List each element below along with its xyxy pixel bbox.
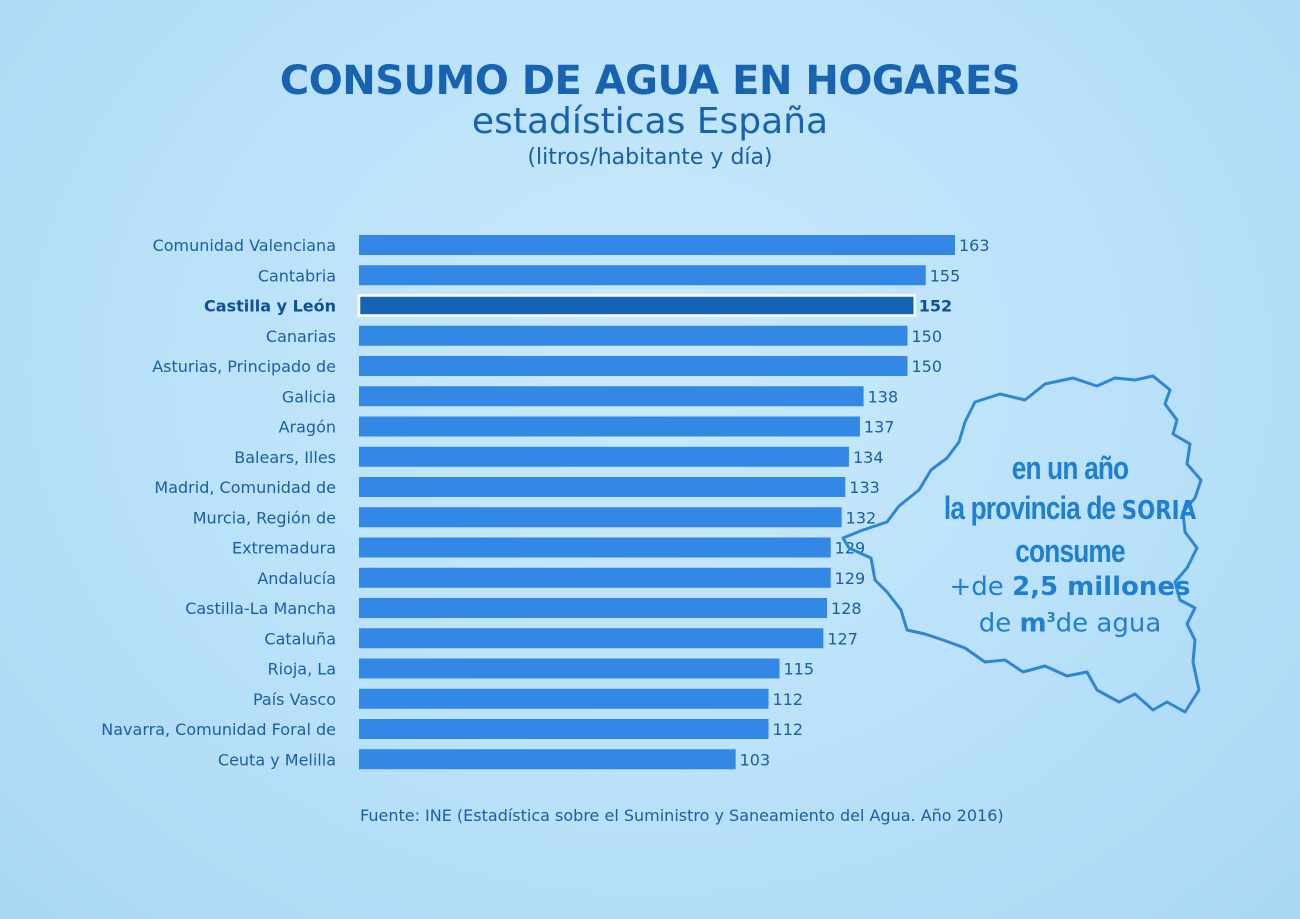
category-label-6: Aragón bbox=[279, 418, 336, 437]
value-label-6: 137 bbox=[864, 418, 895, 437]
category-label-2: Castilla y León bbox=[204, 297, 336, 316]
value-label-2: 152 bbox=[919, 297, 952, 316]
value-label-13: 127 bbox=[827, 629, 858, 648]
category-label-11: Andalucía bbox=[257, 569, 336, 588]
value-label-5: 138 bbox=[868, 387, 899, 406]
value-label-1: 155 bbox=[930, 266, 961, 285]
soria-callout: en un año la provincia de SORIA consume … bbox=[900, 448, 1240, 640]
bar-7 bbox=[359, 446, 849, 467]
bar-4 bbox=[359, 356, 908, 376]
callout-line-3: consume bbox=[1015, 533, 1125, 569]
bar-3 bbox=[359, 325, 908, 346]
callout-line-5: de m3de agua bbox=[978, 608, 1162, 639]
bar-11 bbox=[359, 567, 831, 588]
source-note: Fuente: INE (Estadística sobre el Sumini… bbox=[360, 806, 1004, 825]
bar-chart: Comunidad Valenciana 163 Cantabria 155 Casti… bbox=[101, 235, 990, 770]
bar-1 bbox=[359, 265, 926, 286]
category-label-12: Castilla-La Mancha bbox=[185, 599, 336, 618]
chart-units: (litros/habitante y día) bbox=[527, 145, 773, 170]
bar-10 bbox=[359, 537, 831, 558]
value-label-7: 134 bbox=[853, 448, 884, 467]
bar-0 bbox=[359, 235, 955, 255]
chart-subtitle: estadísticas España bbox=[471, 101, 829, 142]
bar-14 bbox=[359, 658, 780, 679]
category-label-14: Rioja, La bbox=[268, 660, 337, 679]
category-label-3: Canarias bbox=[266, 327, 336, 346]
value-label-3: 150 bbox=[911, 327, 942, 346]
category-label-17: Ceuta y Melilla bbox=[218, 750, 336, 769]
bar-12 bbox=[359, 598, 828, 618]
category-label-10: Extremadura bbox=[232, 539, 336, 558]
value-label-15: 112 bbox=[773, 690, 804, 709]
category-label-15: País Vasco bbox=[253, 690, 336, 709]
bar-9 bbox=[359, 507, 842, 528]
value-label-16: 112 bbox=[773, 720, 804, 739]
value-label-4: 150 bbox=[911, 357, 942, 376]
bar-6 bbox=[359, 416, 860, 437]
value-label-0: 163 bbox=[959, 236, 990, 255]
category-label-8: Madrid, Comunidad de bbox=[154, 478, 336, 497]
category-label-9: Murcia, Región de bbox=[193, 508, 336, 527]
value-label-9: 132 bbox=[846, 508, 877, 527]
callout-line-1: en un año bbox=[1011, 450, 1129, 486]
bar-13 bbox=[359, 628, 824, 649]
category-label-16: Navarra, Comunidad Foral de bbox=[101, 720, 336, 739]
bar-16 bbox=[359, 719, 769, 739]
category-label-7: Balears, Illes bbox=[234, 448, 336, 467]
callout-line-2: la provincia de SORIA bbox=[943, 490, 1197, 526]
category-label-5: Galicia bbox=[282, 387, 336, 406]
value-label-12: 128 bbox=[831, 599, 862, 618]
bar-8 bbox=[359, 477, 846, 497]
soria-province-map-icon bbox=[841, 374, 1203, 714]
category-label-13: Cataluña bbox=[264, 629, 336, 648]
value-label-8: 133 bbox=[849, 478, 880, 497]
chart-title: CONSUMO DE AGUA EN HOGARES bbox=[279, 58, 1021, 104]
value-label-11: 129 bbox=[835, 569, 866, 588]
bar-17 bbox=[359, 749, 736, 770]
category-label-1: Cantabria bbox=[258, 266, 336, 285]
bar-2 bbox=[357, 294, 917, 317]
category-label-0: Comunidad Valenciana bbox=[153, 236, 336, 255]
bar-5 bbox=[359, 386, 864, 407]
category-label-4: Asturias, Principado de bbox=[152, 357, 336, 376]
value-label-17: 103 bbox=[740, 750, 771, 769]
bar-15 bbox=[359, 688, 769, 709]
callout-line-4: +de 2,5 millones bbox=[949, 572, 1191, 602]
value-label-14: 115 bbox=[783, 660, 814, 679]
